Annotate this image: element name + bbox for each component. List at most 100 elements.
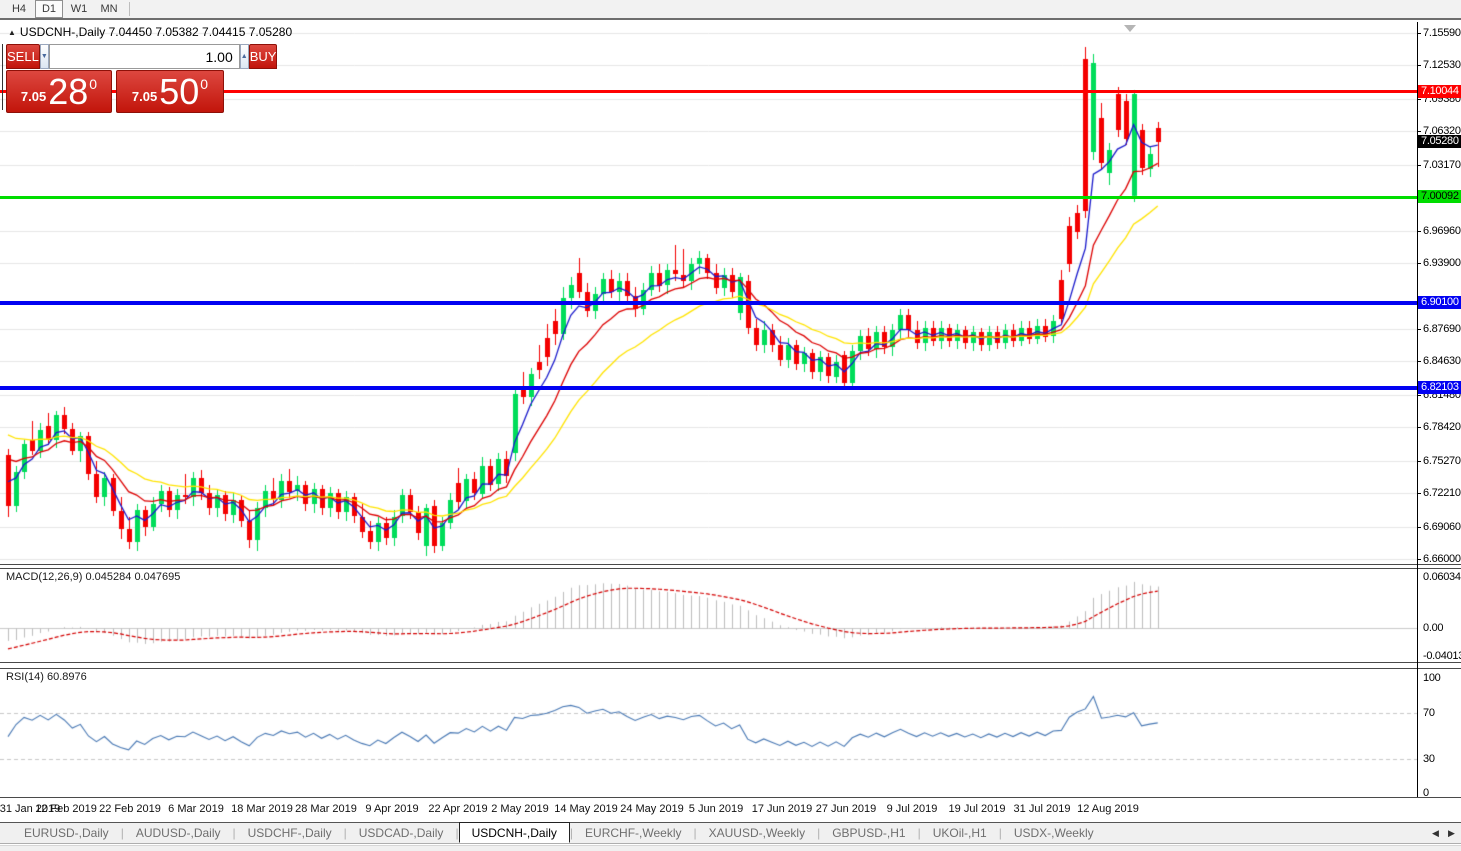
horizontal-line-object[interactable]: [0, 196, 1417, 199]
tab-eurusd[interactable]: EURUSD-,Daily: [24, 826, 109, 840]
date-tick-label: 18 Mar 2019: [231, 803, 293, 815]
tab-separator: |: [693, 826, 697, 840]
tab-scroll-right-icon[interactable]: ▶: [1448, 828, 1455, 838]
macd-pane-top-border: [0, 568, 1461, 569]
timeframe-button-mn[interactable]: MN: [100, 3, 118, 15]
horizontal-line-object[interactable]: [0, 386, 1417, 390]
price-tick-mark: [1417, 461, 1421, 462]
chart-symbol-title: ▲ USDCNH-,Daily 7.04450 7.05382 7.04415 7…: [8, 25, 292, 39]
price-axis-line: [1417, 22, 1418, 797]
buy-price-pips: 50: [159, 70, 200, 112]
price-tick-label: 6.93900: [1423, 257, 1461, 269]
price-tick-mark: [1417, 395, 1421, 396]
tab-ukoil[interactable]: UKOil-,H1: [932, 826, 987, 840]
price-tick-label: 6.69060: [1423, 521, 1461, 533]
tab-eurchf[interactable]: EURCHF-,Weekly: [585, 826, 682, 840]
volume-increase-button[interactable]: ▲: [239, 44, 249, 69]
tab-separator: |: [343, 826, 347, 840]
sell-price-button[interactable]: 7.05 28 0: [6, 70, 112, 113]
buy-price-button[interactable]: 7.05 50 0: [116, 70, 224, 113]
macd-signal-value: 0.047695: [134, 571, 181, 583]
buy-price-point: 0: [200, 75, 209, 92]
price-chart-canvas[interactable]: [0, 22, 1417, 564]
macd-axis-label: -0.040136: [1423, 650, 1461, 662]
date-tick-label: 12 Aug 2019: [1077, 803, 1139, 815]
rsi-axis-label: 0: [1423, 787, 1429, 799]
sell-button[interactable]: SELL: [6, 44, 40, 69]
price-line-badge: 6.90100: [1418, 296, 1461, 309]
buy-button[interactable]: BUY: [248, 44, 278, 69]
tab-usdcad[interactable]: USDCAD-,Daily: [358, 826, 444, 840]
price-tick-mark: [1417, 329, 1421, 330]
macd-indicator-canvas[interactable]: [0, 569, 1417, 662]
symbol-name: USDCNH-,Daily: [19, 25, 106, 39]
tab-separator: |: [998, 826, 1002, 840]
tab-usdx[interactable]: USDX-,Weekly: [1013, 826, 1094, 840]
price-tick-label: 6.96960: [1423, 225, 1461, 237]
price-line-badge: 7.00092: [1418, 190, 1461, 203]
buy-price-base: 7.05: [131, 89, 158, 104]
price-tick-label: 6.72210: [1423, 487, 1461, 499]
macd-main-value: 0.045284: [85, 571, 132, 583]
tab-separator: |: [120, 826, 124, 840]
timeframe-button-d1[interactable]: D1: [35, 0, 63, 18]
price-tick-mark: [1417, 33, 1421, 34]
timeframe-button-h4[interactable]: H4: [11, 3, 27, 15]
date-tick-label: 27 Jun 2019: [815, 803, 877, 815]
macd-pane-bottom-border: [0, 662, 1461, 663]
price-tick-mark: [1417, 65, 1421, 66]
toolbar-separator: [129, 2, 130, 16]
price-tick-mark: [1417, 559, 1421, 560]
tab-audusd[interactable]: AUDUSD-,Daily: [135, 826, 221, 840]
horizontal-line-object[interactable]: [0, 301, 1417, 305]
bottom-strip: [0, 845, 1461, 851]
macd-label: MACD(12,26,9) 0.045284 0.047695: [6, 571, 181, 583]
price-tick-label: 7.12530: [1423, 59, 1461, 71]
horizontal-line-object[interactable]: [0, 90, 1417, 93]
symbol-tab-bar: EURUSD-,Daily | AUDUSD-,Daily | USDCHF-,Dail…: [0, 822, 1461, 844]
date-tick-label: 22 Apr 2019: [428, 803, 488, 815]
date-tick-label: 2 May 2019: [491, 803, 549, 815]
price-tick-mark: [1417, 165, 1421, 166]
rsi-axis-label: 100: [1423, 672, 1441, 684]
rsi-pane-top-border: [0, 668, 1461, 669]
volume-input[interactable]: [48, 44, 240, 69]
timeframe-toolbar: H4 D1 W1 MN: [0, 0, 1461, 20]
arrow-down-icon: ▼: [40, 53, 48, 60]
tab-xauusd[interactable]: XAUUSD-,Weekly: [708, 826, 806, 840]
price-tick-label: 6.66000: [1423, 553, 1461, 565]
arrow-up-icon: ▲: [240, 53, 248, 60]
price-line-badge: 6.82103: [1418, 381, 1461, 394]
date-tick-label: 6 Mar 2019: [168, 803, 224, 815]
tab-usdcnh[interactable]: USDCNH-,Daily: [458, 822, 570, 843]
rsi-label: RSI(14) 60.8976: [6, 671, 87, 683]
chart-shift-marker-icon[interactable]: [1124, 25, 1136, 32]
price-tick-mark: [1417, 361, 1421, 362]
tab-gbpusd[interactable]: GBPUSD-,H1: [832, 826, 906, 840]
date-tick-label: 22 Feb 2019: [99, 803, 161, 815]
date-tick-label: 28 Mar 2019: [295, 803, 357, 815]
date-tick-label: 31 Jul 2019: [1013, 803, 1071, 815]
tab-separator: |: [232, 826, 236, 840]
price-tick-label: 6.84630: [1423, 355, 1461, 367]
tab-separator: |: [455, 826, 459, 840]
date-tick-label: 5 Jun 2019: [688, 803, 744, 815]
one-click-trade-panel: SELL ▼ ▲ BUY 7.05 28 0 7.05 50 0: [6, 44, 278, 113]
price-tick-mark: [1417, 527, 1421, 528]
timeframe-button-w1[interactable]: W1: [70, 3, 88, 15]
rsi-axis-label: 30: [1423, 753, 1435, 765]
ohlc-values: 7.04450 7.05382 7.04415 7.05280: [108, 25, 293, 39]
sell-price-point: 0: [89, 75, 98, 92]
tab-scroll-left-icon[interactable]: ◀: [1432, 828, 1439, 838]
rsi-indicator-canvas[interactable]: [0, 669, 1417, 797]
volume-decrease-button[interactable]: ▼: [39, 44, 49, 69]
price-line-badge: 7.10044: [1418, 85, 1461, 98]
date-tick-label: 9 Jul 2019: [886, 803, 938, 815]
symbol-collapse-icon[interactable]: ▲: [8, 28, 16, 37]
date-tick-label: 19 Jul 2019: [948, 803, 1006, 815]
tab-usdchf[interactable]: USDCHF-,Daily: [247, 826, 332, 840]
price-tick-label: 7.03170: [1423, 159, 1461, 171]
macd-axis-label: 0.060343: [1423, 571, 1461, 583]
rsi-pane-bottom-border: [0, 797, 1461, 798]
macd-axis-label: 0.00: [1423, 622, 1444, 634]
